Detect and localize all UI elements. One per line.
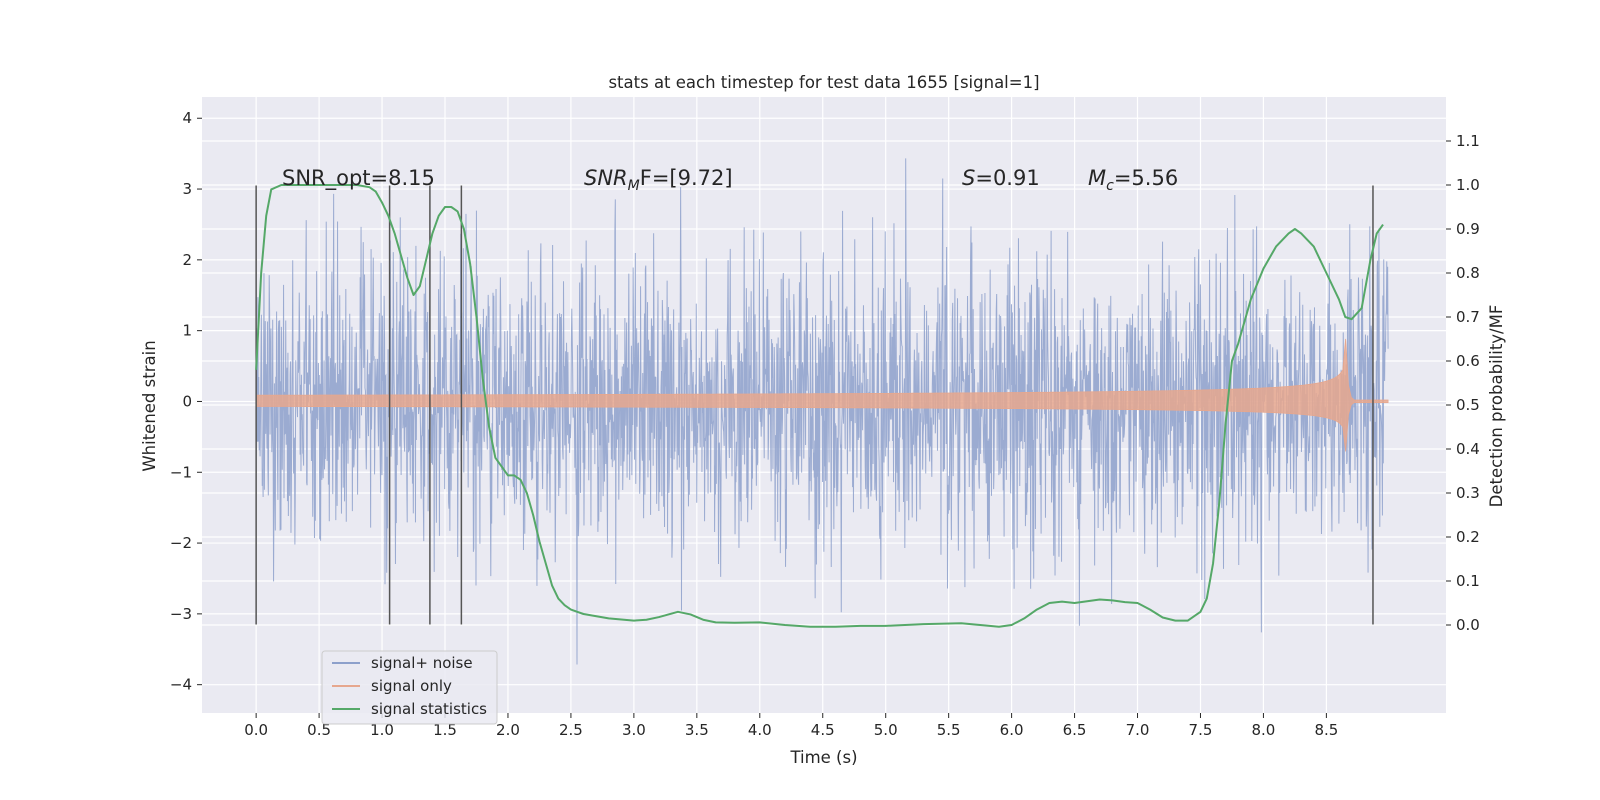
x-tick-label: 4.5 bbox=[811, 721, 835, 739]
x-tick-label: 6.5 bbox=[1063, 721, 1087, 739]
x-tick-label: 6.0 bbox=[1000, 721, 1024, 739]
legend-label-signal: signal only bbox=[371, 677, 452, 695]
y2-tick-label: 0.5 bbox=[1456, 396, 1480, 414]
legend-label-stat: signal statistics bbox=[371, 700, 487, 718]
annotation-snr-mf: SNRMF=[9.72] bbox=[584, 166, 733, 194]
y-tick-label: −3 bbox=[170, 605, 192, 623]
y-tick-label: −4 bbox=[170, 676, 192, 694]
y-tick-label: 1 bbox=[182, 322, 192, 340]
x-tick-label: 8.0 bbox=[1251, 721, 1275, 739]
annotation-snr-mf-rest: F=[9.72] bbox=[640, 166, 733, 190]
y-tick-label: −1 bbox=[170, 463, 192, 481]
y-axis-ticks: 4 3 2 1 0 −1 −2 −3 −4 bbox=[170, 109, 202, 694]
y2-tick-label: 0.0 bbox=[1456, 616, 1480, 634]
signal-series bbox=[255, 338, 1389, 452]
stat-series bbox=[255, 184, 1384, 628]
y2-tick-label: 1.1 bbox=[1456, 132, 1480, 150]
y-tick-label: 0 bbox=[182, 392, 192, 410]
x-tick-label: 3.5 bbox=[685, 721, 709, 739]
y2-tick-label: 0.2 bbox=[1456, 528, 1480, 546]
y2-tick-label: 0.1 bbox=[1456, 572, 1480, 590]
annotation-mc: Mc=5.56 bbox=[1088, 166, 1178, 194]
annotation-mc-name: M bbox=[1088, 166, 1106, 190]
x-tick-label: 1.0 bbox=[370, 721, 394, 739]
x-tick-label: 5.0 bbox=[874, 721, 898, 739]
x-tick-label: 7.5 bbox=[1189, 721, 1213, 739]
y2-tick-label: 1.0 bbox=[1456, 176, 1480, 194]
y2-tick-label: 0.8 bbox=[1456, 264, 1480, 282]
annotation-snr-mf-sub: M bbox=[628, 178, 640, 194]
x-tick-label: 2.5 bbox=[559, 721, 583, 739]
annotation-mc-value: =5.56 bbox=[1114, 166, 1178, 190]
x-tick-label: 4.0 bbox=[748, 721, 772, 739]
noise-line bbox=[255, 158, 1389, 665]
annotation-mc-sub: c bbox=[1106, 178, 1114, 194]
y-tick-label: −2 bbox=[170, 534, 192, 552]
legend: signal+ noise signal only signal statist… bbox=[321, 650, 498, 725]
y2-tick-label: 0.4 bbox=[1456, 440, 1480, 458]
signal-envelope bbox=[255, 338, 1389, 452]
x-tick-label: 3.0 bbox=[622, 721, 646, 739]
x-tick-label: 8.5 bbox=[1314, 721, 1338, 739]
y-tick-label: 4 bbox=[182, 109, 192, 127]
y2-tick-label: 0.6 bbox=[1456, 352, 1480, 370]
y2-axis-label: Detection probability/MF bbox=[1487, 305, 1506, 508]
x-axis-label: Time (s) bbox=[789, 748, 857, 767]
chart-title: stats at each timestep for test data 165… bbox=[608, 73, 1039, 92]
x-tick-label: 0.0 bbox=[244, 721, 268, 739]
stat-line bbox=[255, 184, 1384, 628]
y2-tick-label: 0.9 bbox=[1456, 220, 1480, 238]
annotation-s-name: S bbox=[962, 166, 975, 190]
y-tick-label: 3 bbox=[182, 180, 192, 198]
y-axis-label: Whitened strain bbox=[140, 340, 159, 471]
x-tick-label: 5.5 bbox=[937, 721, 961, 739]
vertical-markers bbox=[255, 185, 1374, 625]
y2-axis-ticks: 1.1 1.0 0.9 0.8 0.7 0.6 0.5 0.4 0.3 0.2 0.1 0.0 bbox=[1446, 132, 1480, 634]
noise-series bbox=[255, 158, 1389, 665]
x-tick-label: 1.5 bbox=[433, 721, 457, 739]
annotation-snr-opt: SNR_opt=8.15 bbox=[282, 166, 435, 191]
y2-tick-label: 0.7 bbox=[1456, 308, 1480, 326]
x-tick-label: 0.5 bbox=[307, 721, 331, 739]
annotation-snr-mf-name: SNR bbox=[584, 166, 628, 190]
annotation-s-value: =0.91 bbox=[975, 166, 1039, 190]
x-tick-label: 2.0 bbox=[496, 721, 520, 739]
y2-tick-label: 0.3 bbox=[1456, 484, 1480, 502]
y-tick-label: 2 bbox=[182, 251, 192, 269]
x-tick-label: 7.0 bbox=[1126, 721, 1150, 739]
legend-box bbox=[321, 650, 498, 725]
annotation-s: S=0.91 bbox=[962, 166, 1040, 190]
x-axis-ticks: 0.0 0.5 1.0 1.5 2.0 2.5 3.0 3.5 4.0 4.5 5.0 5.5 6.0 6… bbox=[244, 713, 1338, 739]
legend-label-noise: signal+ noise bbox=[371, 654, 473, 672]
